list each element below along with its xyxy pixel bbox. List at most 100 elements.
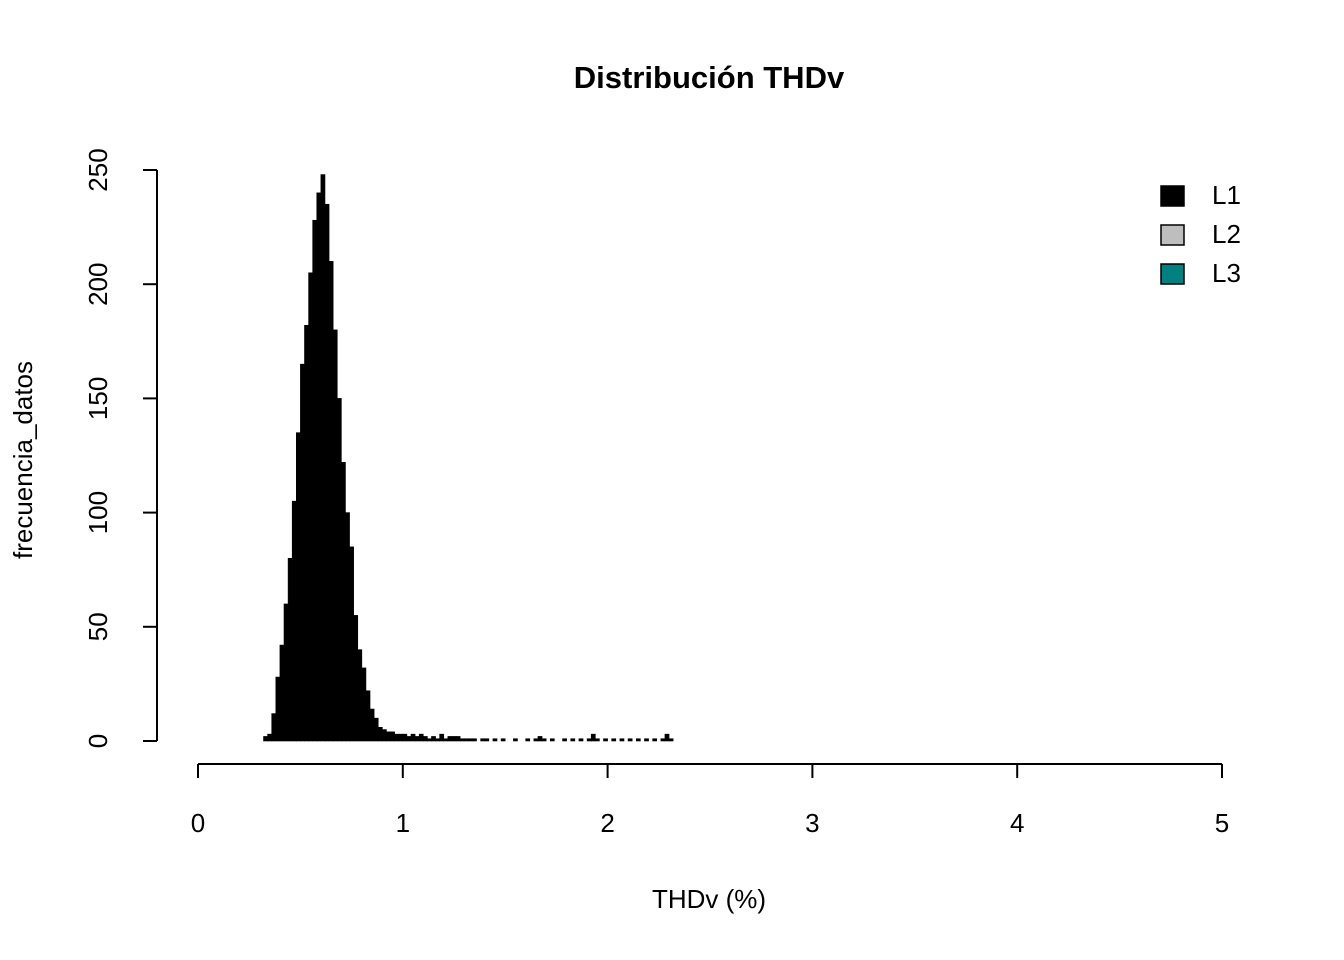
bar (537, 736, 543, 742)
bar (341, 462, 346, 742)
y-tick-label: 0 (83, 734, 113, 748)
bar (513, 738, 518, 742)
bar (279, 644, 285, 742)
bar (271, 713, 277, 742)
bar (353, 615, 359, 742)
bar (312, 219, 318, 742)
bar (390, 731, 395, 742)
bar (586, 738, 592, 742)
bar (414, 736, 420, 742)
bar (345, 512, 350, 742)
x-tick-label: 2 (600, 808, 614, 838)
bar (406, 736, 412, 742)
y-tick-label: 100 (83, 491, 113, 534)
bar (263, 736, 268, 742)
bar (328, 261, 334, 742)
bar (427, 738, 432, 742)
legend-swatch (1160, 224, 1185, 246)
y-tick-label: 50 (83, 612, 113, 641)
bar (418, 733, 424, 742)
bar (267, 733, 273, 742)
x-axis-label: THDv (%) (652, 884, 766, 914)
chart-title: Distribución THDv (574, 60, 845, 95)
bar (668, 738, 674, 742)
x-tick-label: 3 (805, 808, 819, 838)
bar (373, 717, 379, 742)
bar (382, 729, 387, 742)
bar (635, 738, 641, 742)
bar (541, 738, 547, 742)
bar (484, 738, 490, 742)
bar (652, 738, 658, 742)
bar (644, 738, 649, 742)
bar (291, 500, 297, 742)
y-axis-label: frecuencia_datos (8, 361, 38, 559)
legend-label: L3 (1212, 258, 1241, 288)
legend-swatch (1160, 263, 1185, 285)
bar (549, 738, 555, 742)
bar (468, 738, 473, 742)
bar (304, 325, 309, 742)
bar (369, 708, 375, 742)
bar (386, 731, 391, 742)
legend-label: L2 (1212, 219, 1241, 249)
bar (619, 738, 625, 742)
y-tick-label: 200 (83, 263, 113, 306)
bar (394, 733, 400, 742)
bar (422, 736, 428, 742)
bar (480, 738, 486, 742)
y-tick-label: 150 (83, 377, 113, 420)
bar (402, 733, 408, 742)
x-tick-label: 1 (396, 808, 410, 838)
bar (611, 738, 617, 742)
bar (332, 329, 338, 742)
bar (447, 736, 453, 742)
x-tick-label: 5 (1215, 808, 1229, 838)
bar (357, 649, 363, 742)
bar (664, 733, 670, 742)
bar (398, 733, 404, 742)
bar (308, 272, 313, 742)
bar (590, 733, 596, 742)
x-tick-label: 4 (1010, 808, 1024, 838)
bar (500, 738, 506, 742)
x-tick-label: 0 (191, 808, 205, 838)
y-tick-label: 250 (83, 148, 113, 191)
bar (365, 690, 371, 742)
bar (410, 733, 416, 742)
bar (463, 738, 469, 742)
bar (283, 603, 289, 742)
bar (316, 192, 322, 742)
bar (525, 738, 531, 742)
bar (296, 432, 301, 742)
bar (443, 738, 449, 742)
bar (336, 398, 342, 742)
bar (361, 667, 367, 742)
bar (455, 736, 461, 742)
bar (492, 738, 498, 742)
bar (275, 676, 281, 742)
bar (472, 738, 477, 742)
bar (562, 738, 567, 742)
bar (595, 738, 600, 742)
bar (349, 546, 354, 742)
legend-label: L1 (1212, 180, 1241, 210)
bar (627, 738, 633, 742)
bar (451, 736, 457, 742)
bar (578, 738, 584, 742)
bar (377, 726, 383, 742)
bar (570, 738, 576, 742)
legend-swatch (1160, 185, 1185, 207)
bar (435, 738, 440, 742)
bar (459, 738, 465, 742)
bar (603, 738, 608, 742)
bar (300, 363, 305, 742)
bar (287, 557, 293, 742)
bar (660, 738, 666, 742)
bar (320, 174, 326, 742)
bar (431, 736, 436, 742)
bar (324, 203, 330, 742)
bar (533, 738, 539, 742)
bar (439, 733, 445, 742)
